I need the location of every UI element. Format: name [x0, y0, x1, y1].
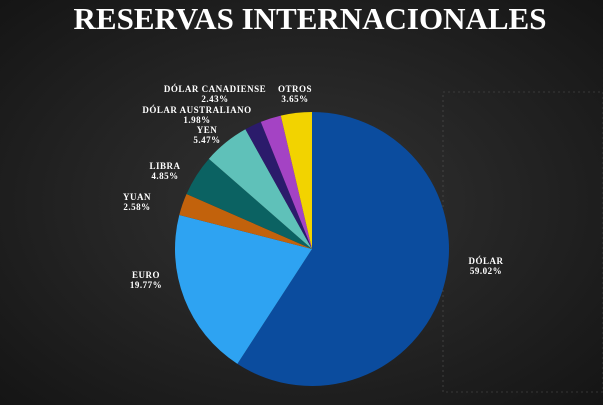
pie-slice: [175, 215, 312, 364]
value-label: 59.02%: [470, 266, 502, 276]
slice-label: DÓLAR AUSTRALIANO: [142, 105, 251, 115]
pie-slice: [179, 194, 312, 249]
slice-label: YUAN: [123, 192, 151, 202]
slice-label: DÓLAR CANADIENSE: [164, 84, 266, 94]
slice-label: EURO: [132, 270, 160, 280]
pie-slice: [208, 129, 312, 249]
slice-label: OTROS: [278, 84, 312, 94]
value-label: 5.47%: [193, 135, 220, 145]
value-label: 19.77%: [130, 280, 162, 290]
pie-slice: [245, 121, 312, 249]
pie-slice: [280, 112, 312, 249]
value-label: 2.43%: [201, 94, 228, 104]
slice-label: YEN: [197, 125, 218, 135]
slice-label: LIBRA: [149, 161, 180, 171]
pie-slice: [260, 115, 312, 250]
value-label: 4.85%: [151, 171, 178, 181]
pie-slice: [186, 158, 312, 249]
pie-slice: [237, 112, 449, 386]
value-label: 3.65%: [281, 94, 308, 104]
value-label: 2.58%: [123, 202, 150, 212]
value-label: 1.98%: [183, 115, 210, 125]
chart-title: RESERVAS INTERNACIONALES: [74, 1, 547, 36]
slice-label: DÓLAR: [468, 256, 503, 266]
